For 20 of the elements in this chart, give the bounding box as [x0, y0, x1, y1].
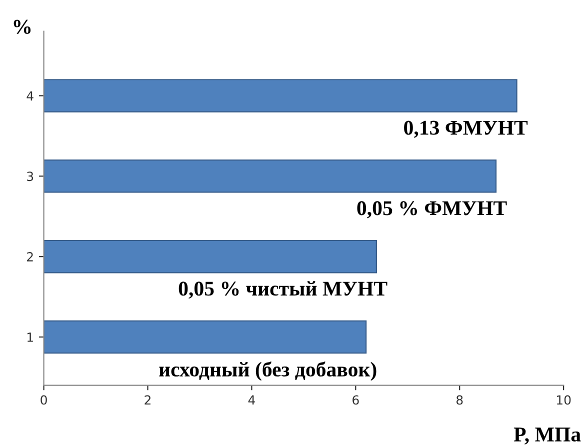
- x-tick-label: 4: [248, 395, 255, 404]
- annotation: 0,05 % чистый МУНТ: [178, 281, 388, 299]
- y-axis-title: %: [14, 20, 31, 34]
- x-axis-title: P, МПа: [514, 428, 581, 445]
- bar: [44, 320, 367, 354]
- x-tick-label: 6: [352, 395, 359, 405]
- x-tick-label: 8: [456, 395, 463, 405]
- bar: [44, 240, 377, 274]
- y-tick-label: 2: [27, 252, 33, 262]
- bar: [44, 160, 497, 193]
- annotation: 0,13 ФМУНТ: [404, 120, 528, 138]
- x-tick-label: 0: [40, 395, 47, 405]
- annotation: исходный (без добавок): [159, 361, 376, 381]
- bar: [44, 79, 518, 112]
- y-tick-label: 4: [26, 91, 34, 100]
- y-tick-label: 3: [27, 172, 34, 182]
- y-tick-label: 1: [28, 332, 33, 342]
- x-tick-label: 10: [556, 395, 571, 405]
- x-tick-label: 2: [144, 395, 150, 404]
- annotation: 0,05 % ФМУНТ: [357, 201, 507, 218]
